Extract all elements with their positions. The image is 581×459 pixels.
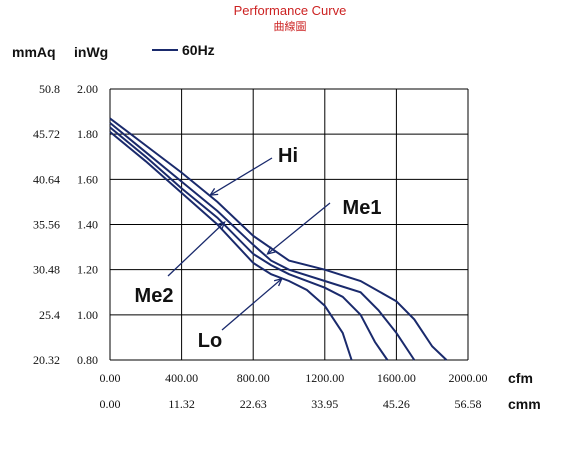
x-tick-label-secondary: 56.58	[455, 397, 482, 411]
annotation-label-me1: Me1	[343, 197, 382, 219]
x-tick-label-secondary: 45.26	[383, 397, 410, 411]
y-tick-label: 1.80	[77, 127, 98, 141]
x-tick-label: 800.00	[237, 371, 270, 385]
series-line-lo	[109, 131, 353, 361]
y-tick-label: 1.40	[77, 218, 98, 232]
plot-grid	[109, 88, 469, 361]
annotation-arrowhead	[266, 246, 276, 255]
chart-title: Performance Curve	[234, 3, 347, 18]
chart-subtitle: 曲線圖	[274, 19, 307, 33]
y-tick-label-secondary: 40.64	[33, 172, 60, 186]
x-tick-label: 0.00	[100, 371, 121, 385]
annotation-arrowhead	[273, 277, 283, 287]
series-line-me2	[109, 126, 389, 361]
annotation-arrowhead	[216, 221, 226, 230]
x-tick-label-secondary: 33.95	[311, 397, 338, 411]
annotation-arrow-me1	[267, 202, 331, 255]
annotation-arrow-hi	[209, 157, 273, 196]
x-tick-label-secondary: 22.63	[240, 397, 267, 411]
x-tick-label: 400.00	[165, 371, 198, 385]
annotation-label-hi: Hi	[278, 145, 298, 167]
x-tick-label: 2000.00	[449, 371, 488, 385]
x-tick-label: 1200.00	[305, 371, 344, 385]
y-tick-label-secondary: 25.4	[39, 308, 60, 322]
curve-annotations: Hi Me1 Me2 Lo	[135, 145, 382, 352]
y-tick-label-secondary: 20.32	[33, 353, 60, 367]
x-tick-label-secondary: 0.00	[100, 397, 121, 411]
annotation-arrow-lo	[221, 278, 283, 331]
y-tick-label: 1.00	[77, 308, 98, 322]
series-line-me1	[109, 122, 416, 361]
annotation-label-lo: Lo	[198, 330, 222, 352]
x-tick-label-secondary: 11.32	[168, 397, 195, 411]
y-tick-label-secondary: 35.56	[33, 218, 60, 232]
x-unit-primary: cfm	[508, 370, 533, 386]
y-tick-label: 1.20	[77, 263, 98, 277]
series-curves	[109, 117, 448, 361]
y-tick-label: 2.00	[77, 82, 98, 96]
y-tick-label-secondary: 50.8	[39, 82, 60, 96]
x-tick-label: 1600.00	[377, 371, 416, 385]
y-tick-label: 0.80	[77, 353, 98, 367]
x-tick-labels: 0.00 0.00 400.00 11.32 800.00 22.63 1200.00 33.…	[100, 371, 488, 411]
legend-label: 60Hz	[182, 42, 215, 58]
y-tick-label-secondary: 30.48	[33, 263, 60, 277]
annotation-arrowhead	[208, 188, 219, 196]
y-tick-labels: 0.80 20.32 1.00 25.4 1.20 30.48 1.40 35.56 1.60 4…	[33, 82, 98, 367]
annotation-arrow-me2	[167, 221, 226, 277]
y-unit-secondary: inWg	[74, 44, 108, 60]
series-line-hi	[109, 117, 448, 361]
y-tick-label-secondary: 45.72	[33, 127, 60, 141]
annotation-label-me2: Me2	[135, 285, 174, 307]
y-unit-primary: mmAq	[12, 44, 56, 60]
x-unit-secondary: cmm	[508, 396, 541, 412]
y-tick-label: 1.60	[77, 172, 98, 186]
